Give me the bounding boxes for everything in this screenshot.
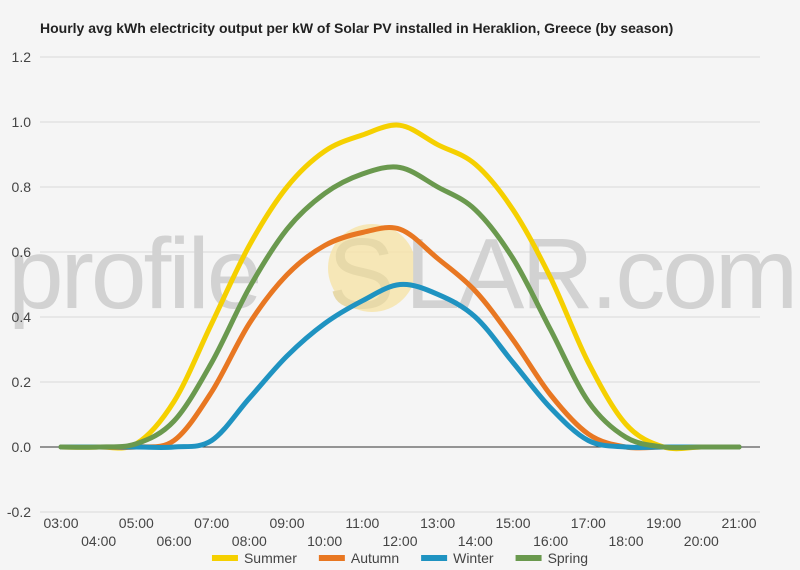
- legend: Summer Autumn Winter Spring: [211, 550, 588, 566]
- y-tick-label: 1.0: [12, 114, 32, 130]
- legend-label-spring: Spring: [548, 550, 588, 566]
- x-tick-label: 15:00: [495, 515, 530, 531]
- watermark-text-right: LAR.com: [405, 218, 795, 330]
- x-tick-label: 11:00: [345, 515, 379, 531]
- watermark-text-left: profile: [8, 218, 259, 330]
- x-tick-label: 19:00: [646, 515, 681, 531]
- x-tick-label: 20:00: [684, 533, 719, 549]
- x-tick-label: 03:00: [43, 515, 78, 531]
- legend-swatch-winter: [421, 555, 448, 561]
- x-tick-label: 18:00: [608, 533, 643, 549]
- x-tick-label: 05:00: [119, 515, 154, 531]
- series-layer: [58, 122, 742, 452]
- y-tick-label: 0.4: [12, 309, 32, 325]
- x-tick-label: 10:00: [307, 533, 342, 549]
- x-tick-label: 12:00: [382, 533, 417, 549]
- x-tick-label: 13:00: [420, 515, 455, 531]
- chart-title: Hourly avg kWh electricity output per kW…: [40, 20, 673, 36]
- watermark-sun-icon: [328, 224, 416, 312]
- legend-swatch-summer: [211, 555, 238, 561]
- x-tick-label: 14:00: [458, 533, 493, 549]
- x-tick-label: 16:00: [533, 533, 568, 549]
- legend-swatch-spring: [515, 555, 542, 561]
- series-line-spring: [58, 164, 742, 451]
- x-tick-label: 17:00: [571, 515, 606, 531]
- y-tick-label: 0.2: [12, 374, 32, 390]
- legend-swatch-autumn: [318, 555, 345, 561]
- y-tick-label: 1.2: [12, 49, 32, 65]
- x-tick-label: 07:00: [194, 515, 229, 531]
- x-tick-label: 21:00: [721, 515, 756, 531]
- y-tick-label: 0.8: [12, 179, 32, 195]
- x-tick-label: 08:00: [232, 533, 267, 549]
- y-tick-label: 0.6: [12, 244, 32, 260]
- x-tick-label: 09:00: [269, 515, 304, 531]
- x-tick-label: 06:00: [156, 533, 191, 549]
- watermark: profile S LAR.com: [8, 218, 798, 330]
- legend-label-winter: Winter: [453, 550, 494, 566]
- series-line-summer: [58, 122, 742, 452]
- series-line-winter: [58, 281, 742, 450]
- y-tick-label: 0.0: [12, 439, 32, 455]
- y-tick-label: -0.2: [7, 504, 31, 520]
- legend-label-summer: Summer: [244, 550, 297, 566]
- x-tick-label: 04:00: [81, 533, 116, 549]
- legend-label-autumn: Autumn: [351, 550, 399, 566]
